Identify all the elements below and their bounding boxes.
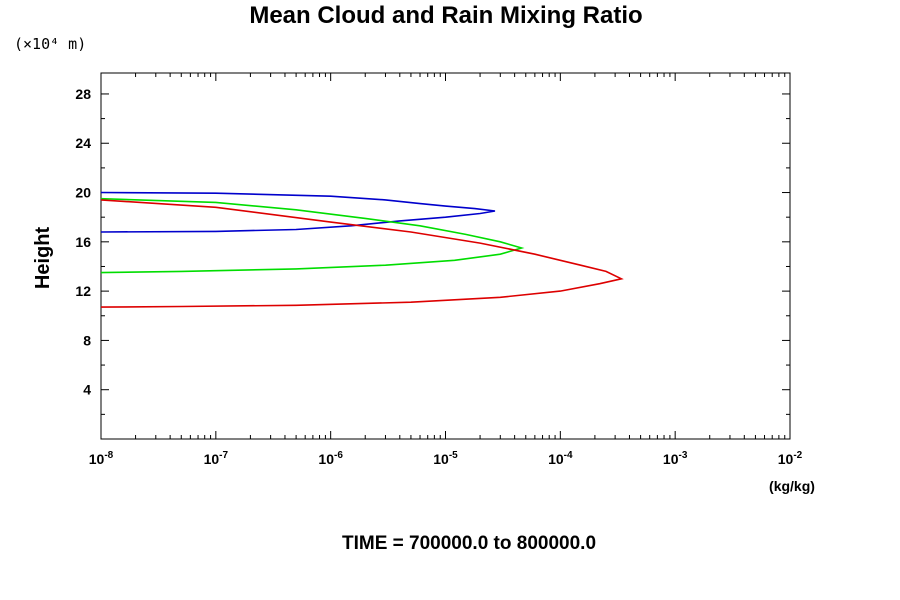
x-ticks: 10-8 10-7 10-6 10-5 10-4 10-3 10-2: [89, 73, 803, 467]
time-range-caption: TIME = 700000.0 to 800000.0: [342, 533, 596, 554]
y-ticks: 4 8 12 16 20 24 28: [75, 86, 790, 398]
y-tick-label: 24: [75, 135, 91, 151]
x-tick-label: 10-8: [89, 450, 114, 467]
series-line-1: [100, 191, 496, 233]
y-axis-title: Height: [32, 227, 54, 290]
y-tick-label: 16: [75, 234, 91, 250]
x-axis-unit-label: (kg/kg): [769, 478, 815, 494]
y-axis-unit-label: (×10⁴ m): [14, 35, 86, 53]
x-tick-label: 10-4: [548, 450, 573, 467]
x-tick-label: 10-6: [318, 450, 343, 467]
x-tick-label: 10-7: [204, 450, 229, 467]
x-tick-label: 10-3: [663, 450, 688, 467]
series-line-2: [100, 197, 525, 274]
minor-ticks: [101, 73, 790, 439]
series-line-3: [100, 199, 624, 308]
x-tick-label: 10-2: [778, 450, 803, 467]
y-tick-label: 8: [83, 332, 91, 348]
y-tick-label: 4: [83, 382, 91, 398]
chart-title: Mean Cloud and Rain Mixing Ratio: [249, 2, 642, 29]
series-group: [100, 191, 624, 308]
y-tick-label: 12: [75, 283, 91, 299]
plot-frame: [100, 72, 791, 440]
y-tick-label: 20: [75, 185, 91, 201]
y-tick-label: 28: [75, 86, 91, 102]
x-tick-label: 10-5: [433, 450, 458, 467]
